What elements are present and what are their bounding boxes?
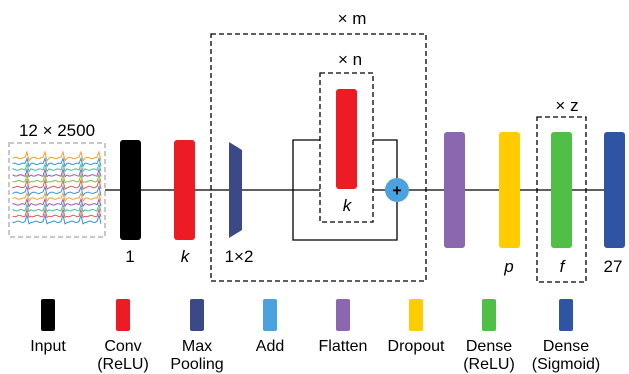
legend-swatch-conv (116, 299, 130, 331)
input-trace (12, 213, 102, 225)
input-trace (12, 167, 102, 178)
inner-conv-layer-block (336, 89, 357, 189)
legend-sublabel-dense-sigmoid: (Sigmoid) (532, 356, 600, 373)
legend-swatch-input (41, 299, 55, 331)
input-trace (12, 184, 102, 197)
input-trace (12, 191, 102, 203)
outer-repeat-label: × m (338, 9, 367, 28)
add-node (385, 178, 409, 202)
conv-layer-block (174, 140, 195, 240)
input-trace (12, 162, 102, 173)
legend-swatch-dense-sigmoid (559, 299, 573, 331)
input-trace (12, 178, 102, 191)
input-trace (12, 207, 102, 219)
input-trace (12, 156, 102, 168)
legend-swatch-dropout (409, 299, 423, 331)
dropout-layer-block (499, 132, 520, 248)
legend-sublabel-dense-relu: (ReLU) (463, 356, 515, 373)
legend-sublabel-conv: (ReLU) (97, 356, 149, 373)
outer-repeat-box (210, 33, 427, 282)
legend-label-dense-relu: Dense (466, 338, 512, 355)
input-trace (12, 202, 102, 213)
input-shape-label: 12 × 2500 (19, 121, 95, 140)
legend-swatch-dense-relu (482, 299, 496, 331)
flatten-layer-block (444, 132, 465, 248)
dropout-label: p (503, 257, 513, 276)
dense-relu-layer-block (551, 132, 572, 248)
legend-swatch-flatten (336, 299, 350, 331)
legend-sublabel-pool: Pooling (170, 356, 223, 373)
inner-conv-label: k (343, 196, 353, 215)
input-layer-block (120, 140, 141, 240)
dense-sigmoid-label: 27 (604, 257, 623, 276)
legend-label-dense-sigmoid: Dense (543, 338, 589, 355)
dense-repeat-label: × z (555, 96, 578, 115)
max-pooling-block (229, 142, 242, 238)
dense-repeat-box (536, 116, 587, 283)
legend-label-input: Input (30, 338, 66, 355)
input-layer-label: 1 (125, 247, 134, 266)
residual-bottom-path (292, 190, 398, 241)
input-signal-traces (12, 150, 102, 225)
dense-sigmoid-layer-block (604, 132, 625, 248)
legend-label-dropout: Dropout (388, 338, 445, 355)
legend-swatch-pool (190, 299, 204, 331)
legend-swatch-add (263, 299, 277, 331)
input-trace (12, 150, 102, 162)
dense-relu-label: f (560, 257, 567, 276)
conv-layer-label: k (181, 247, 191, 266)
input-trace (12, 197, 102, 208)
input-signal-box (8, 142, 106, 238)
legend-label-flatten: Flatten (319, 338, 368, 355)
legend-label-add: Add (256, 338, 284, 355)
pool-layer-label: 1×2 (225, 247, 254, 266)
inner-repeat-label: × n (338, 50, 362, 69)
input-trace (12, 172, 102, 184)
legend-label-pool: Max (182, 338, 212, 355)
add-plus-sign: + (392, 183, 401, 200)
legend-label-conv: Conv (104, 338, 141, 355)
